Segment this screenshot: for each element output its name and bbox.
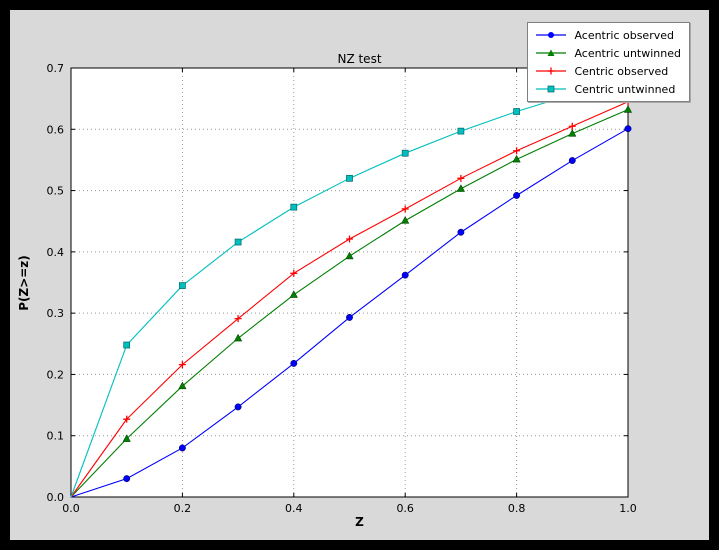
marker-triangle bbox=[568, 129, 577, 137]
legend-box: Acentric observed Acentric untwinned Centr… bbox=[527, 22, 690, 102]
x-tick-label: 1.0 bbox=[619, 502, 637, 515]
plot-area: 0.0 0.2 0.4 0.6 0.8 1.0 0.0 0.1 0.2 0.3 0.4 0.5 0.6 0… bbox=[47, 62, 637, 515]
marker-triangle bbox=[122, 434, 131, 442]
marker-triangle bbox=[178, 381, 187, 390]
marker-plus bbox=[457, 174, 465, 182]
marker-square bbox=[179, 282, 186, 289]
x-tick-label: 0.0 bbox=[62, 502, 80, 515]
marker-circle bbox=[123, 475, 131, 483]
marker-circle bbox=[234, 403, 242, 411]
legend-entry: Acentric untwinned bbox=[534, 45, 681, 61]
marker-circle bbox=[624, 125, 632, 133]
legend-entry: Centric observed bbox=[534, 63, 681, 79]
x-tick-label: 0.6 bbox=[396, 502, 414, 515]
y-axis-label: P(Z>=z) bbox=[17, 255, 31, 311]
y-tick-label: 0.4 bbox=[47, 246, 65, 259]
marker-square bbox=[234, 238, 242, 246]
y-tick-label: 0.2 bbox=[47, 368, 65, 381]
legend-label: Centric observed bbox=[574, 64, 669, 78]
legend-entry: Acentric observed bbox=[534, 27, 681, 43]
x-tick-label: 0.8 bbox=[508, 502, 526, 515]
y-tick-label: 0.3 bbox=[47, 307, 65, 320]
marker-triangle bbox=[345, 251, 354, 260]
legend-label: Acentric untwinned bbox=[574, 46, 681, 60]
marker-square bbox=[123, 341, 131, 349]
figure-canvas: 0.0 0.2 0.4 0.6 0.8 1.0 0.0 0.1 0.2 0.3 0.4 0.5 0.6 0… bbox=[10, 10, 709, 540]
marker-square bbox=[290, 203, 298, 211]
legend-label: Acentric observed bbox=[574, 28, 674, 42]
y-tick-label: 0.1 bbox=[47, 430, 65, 443]
y-tick-label: 0.6 bbox=[47, 123, 65, 136]
marker-circle bbox=[513, 192, 521, 199]
marker-triangle bbox=[401, 216, 410, 224]
legend-sample-line bbox=[536, 85, 567, 93]
legend-entry: Centric untwinned bbox=[534, 81, 681, 97]
marker-square bbox=[457, 127, 465, 135]
marker-plus bbox=[123, 415, 131, 423]
y-tick-label: 0.0 bbox=[47, 491, 65, 504]
marker-triangle bbox=[233, 333, 243, 342]
marker-plus bbox=[234, 315, 242, 323]
marker-plus bbox=[513, 147, 521, 155]
marker-square bbox=[401, 149, 409, 157]
marker-triangle bbox=[623, 105, 633, 113]
x-tick-label: 0.2 bbox=[174, 502, 192, 515]
y-tick-label: 0.7 bbox=[47, 62, 65, 75]
marker-square bbox=[513, 108, 520, 115]
marker-circle bbox=[401, 271, 409, 279]
marker-triangle bbox=[512, 154, 521, 163]
marker-circle bbox=[178, 444, 186, 452]
legend-label: Centric untwinned bbox=[574, 82, 676, 96]
marker-plus bbox=[290, 269, 298, 277]
legend-sample-line bbox=[536, 32, 567, 38]
marker-plus bbox=[346, 235, 353, 243]
marker-square bbox=[346, 174, 353, 182]
marker-circle bbox=[290, 359, 298, 367]
plot-background bbox=[71, 68, 628, 497]
legend-sample-line bbox=[536, 67, 567, 75]
marker-plus bbox=[568, 122, 576, 130]
y-tick-label: 0.5 bbox=[47, 185, 65, 198]
marker-triangle bbox=[456, 184, 466, 192]
marker-circle bbox=[457, 228, 465, 236]
x-axis-label: Z bbox=[355, 515, 364, 529]
marker-plus bbox=[401, 205, 409, 213]
axes-frame bbox=[70, 67, 629, 498]
marker-plus bbox=[178, 361, 186, 369]
marker-circle bbox=[346, 313, 353, 321]
marker-circle bbox=[568, 157, 576, 164]
legend-sample-line bbox=[536, 49, 567, 56]
marker-triangle bbox=[289, 290, 298, 298]
chart-title: NZ test bbox=[337, 52, 382, 66]
x-tick-label: 0.4 bbox=[285, 502, 303, 515]
